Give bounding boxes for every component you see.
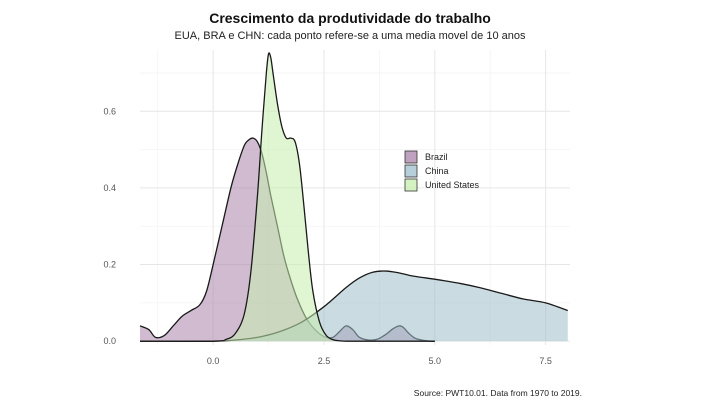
density-line-united-states [139,52,435,342]
x-tick-label: 2.5 [318,356,331,366]
x-tick-label: 7.5 [539,356,552,366]
density-area-brazil [140,138,435,342]
y-tick-label: 0.0 [103,336,116,346]
density-areas [139,52,568,342]
density-area-united-states [140,52,435,342]
chart-caption: Source: PWT10.01. Data from 1970 to 2019… [414,388,582,398]
legend-label-brazil: Brazil [425,152,448,162]
y-tick-label: 0.2 [103,260,116,270]
legend-key-united-states [404,178,418,192]
y-tick-label: 0.6 [103,106,116,116]
legend-label-china: China [425,166,449,176]
axis-tick-labels: 0.0 2.5 5.0 7.5 0.0 0.2 0.4 0.6 [103,106,551,366]
legend-label-united-states: United States [425,180,480,190]
y-tick-label: 0.4 [103,183,116,193]
legend-key-china [404,164,418,178]
x-tick-label: 0.0 [207,356,220,366]
density-area-china [140,271,568,342]
legend: Brazil China United States [404,150,480,192]
legend-key-brazil [404,150,418,164]
chart-subtitle: EUA, BRA e CHN: cada ponto refere-se a u… [175,30,526,42]
chart-title: Crescimento da produtividade do trabalho [209,10,491,26]
x-tick-label: 5.0 [429,356,442,366]
